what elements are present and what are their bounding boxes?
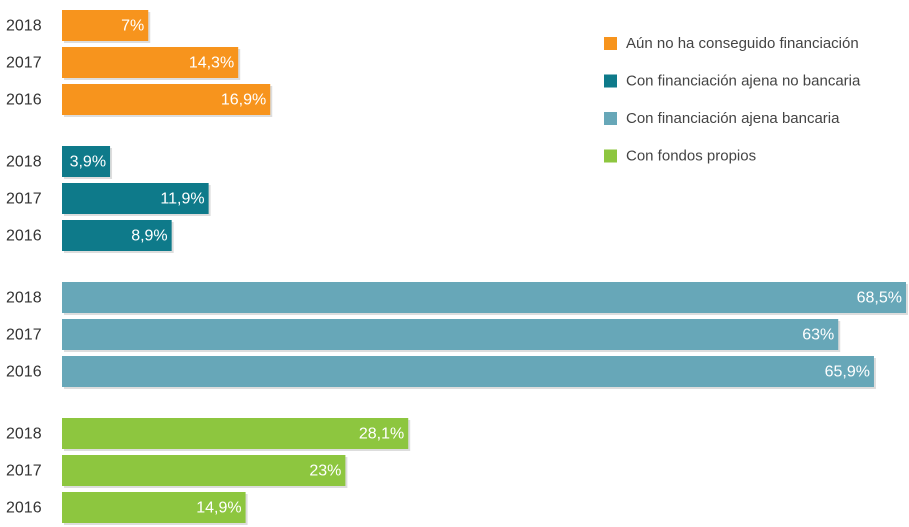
bar — [62, 356, 874, 387]
data-label: 16,9% — [221, 92, 266, 109]
y-tick-label: 2018 — [6, 426, 42, 443]
data-label: 68,5% — [857, 290, 902, 307]
bar — [62, 146, 111, 177]
data-label: 23% — [309, 463, 341, 480]
legend-label: Con fondos propios — [626, 147, 756, 164]
y-tick-label: 2017 — [6, 191, 42, 208]
legend-swatch — [604, 37, 617, 50]
bar — [62, 10, 149, 41]
legend-swatch — [604, 74, 617, 88]
data-label: 28,1% — [359, 426, 404, 443]
data-label: 3,9% — [70, 154, 106, 171]
y-tick-label: 2017 — [6, 55, 42, 72]
bar — [62, 84, 271, 115]
legend-label: Con financiación ajena no bancaria — [626, 72, 861, 89]
y-tick-label: 2018 — [6, 290, 42, 307]
y-tick-label: 2016 — [6, 500, 42, 517]
data-label: 11,9% — [160, 191, 204, 208]
bar — [62, 183, 209, 214]
legend-label: Con financiación ajena bancaria — [626, 110, 840, 127]
y-tick-label: 2016 — [6, 228, 42, 245]
bar — [62, 455, 346, 486]
data-label: 65,9% — [825, 364, 870, 381]
bar — [62, 418, 409, 449]
data-label: 7% — [121, 18, 144, 35]
bar — [62, 492, 246, 523]
legend-swatch — [604, 149, 617, 163]
y-tick-label: 2016 — [6, 364, 42, 381]
y-tick-label: 2016 — [6, 92, 42, 109]
bar — [62, 220, 172, 251]
legend-label: Aún no ha conseguido financiación — [626, 35, 859, 52]
y-tick-label: 2018 — [6, 154, 42, 171]
bar — [62, 319, 839, 350]
bar — [62, 282, 906, 313]
data-label: 14,3% — [189, 55, 234, 72]
y-tick-label: 2017 — [6, 327, 42, 344]
data-label: 8,9% — [131, 228, 167, 245]
y-tick-label: 2018 — [6, 18, 42, 35]
bar — [62, 47, 239, 78]
legend-swatch — [604, 112, 617, 125]
y-tick-label: 2017 — [6, 463, 42, 480]
data-label: 63% — [802, 327, 834, 344]
data-label: 14,9% — [196, 500, 241, 517]
